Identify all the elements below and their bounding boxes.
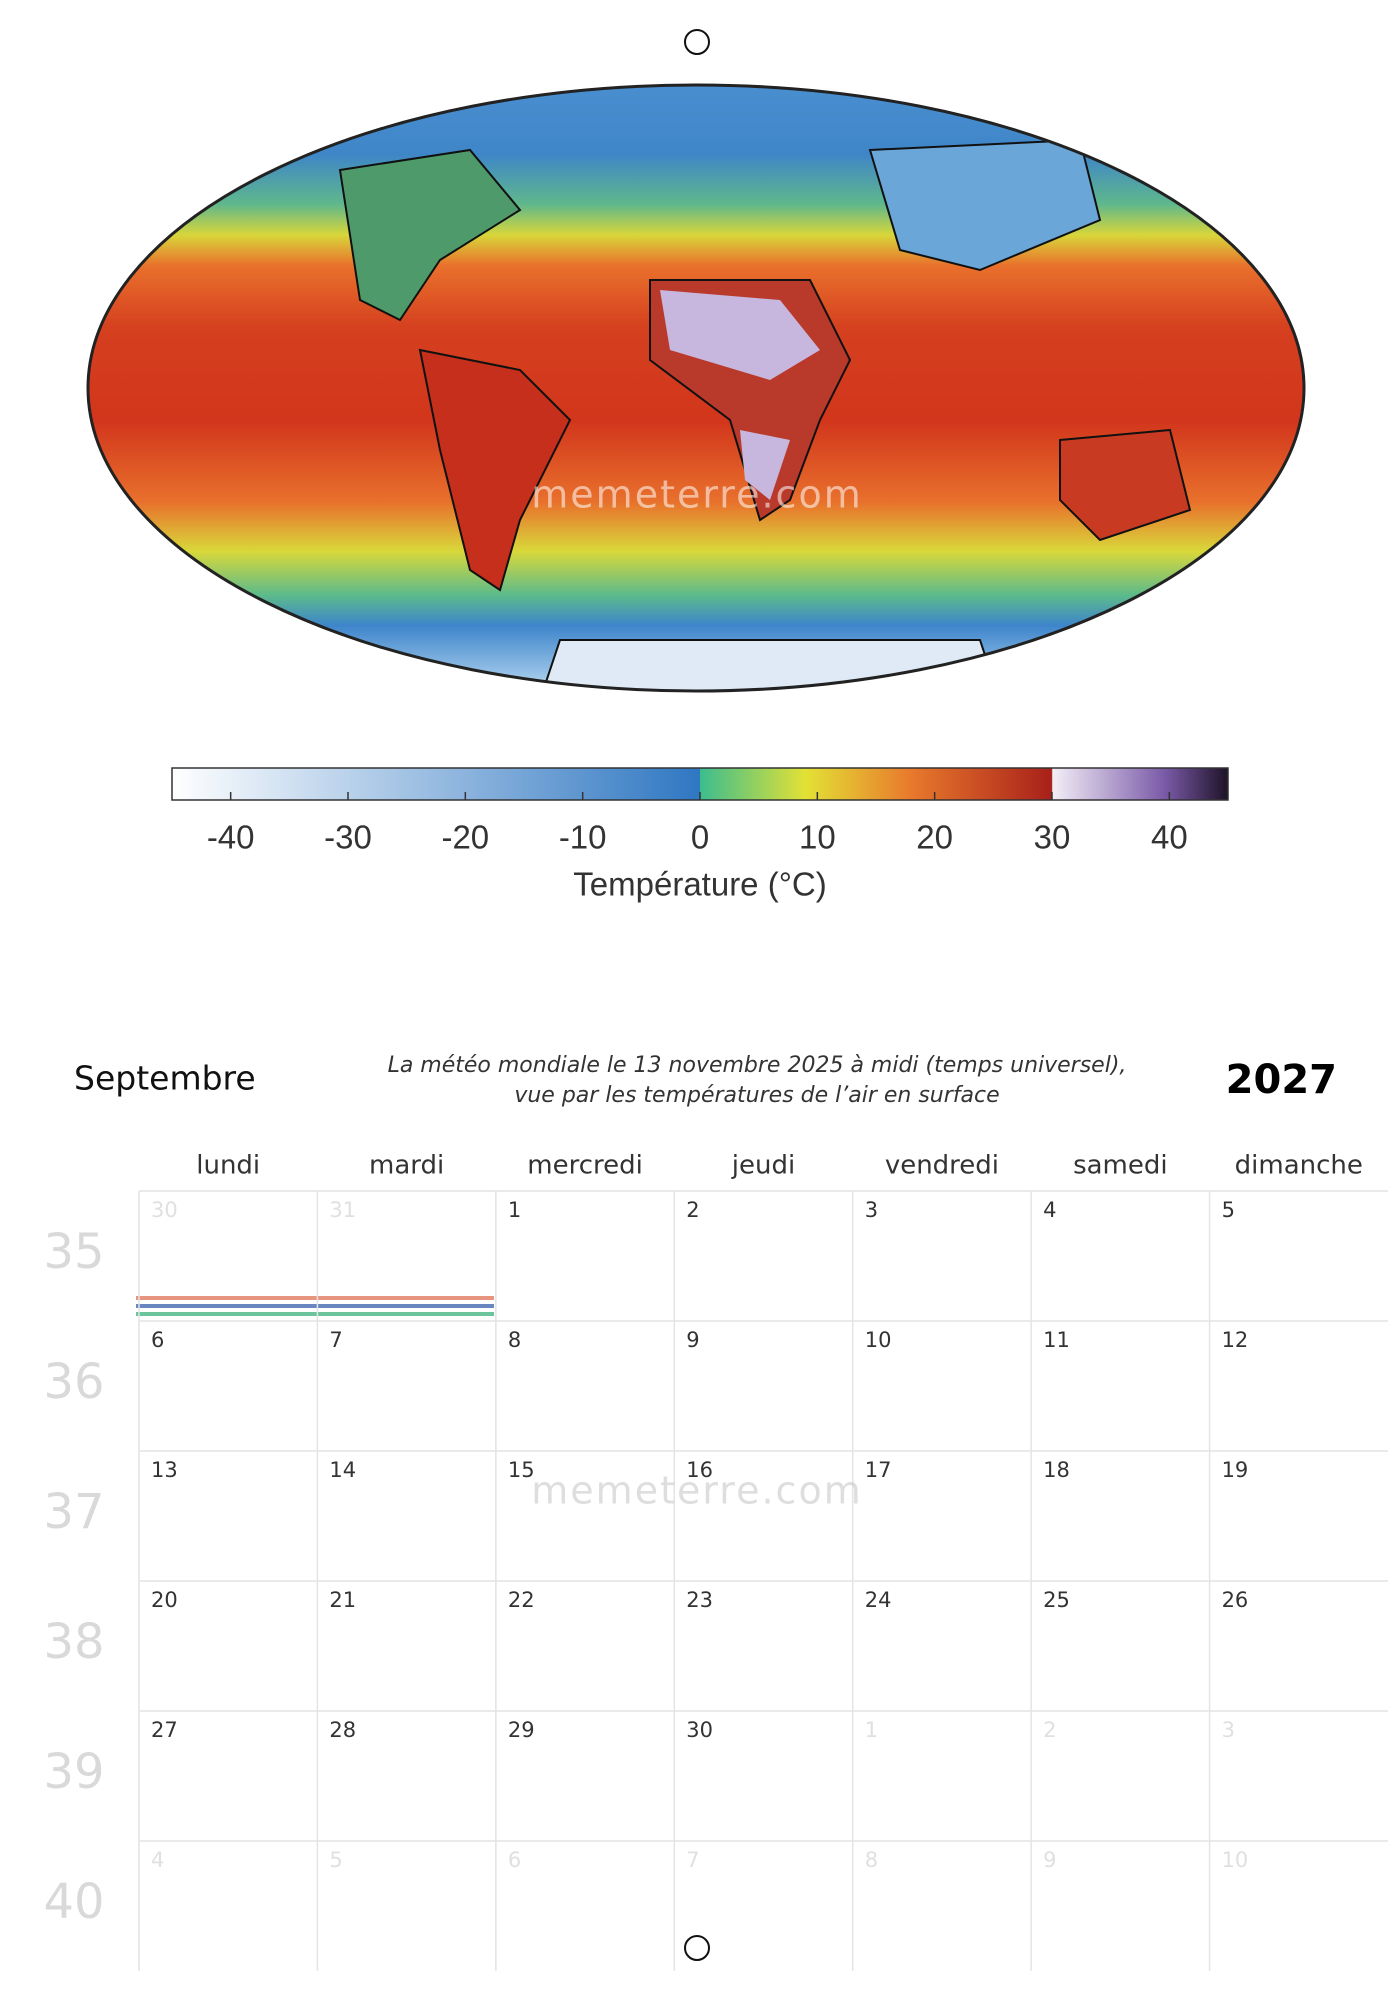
week-number: 36	[43, 1354, 104, 1410]
day-number: 2	[686, 1198, 699, 1222]
day-number: 14	[329, 1458, 356, 1482]
day-number: 10	[865, 1328, 892, 1352]
week-highlight	[136, 1296, 494, 1316]
colorbar-tick-label: 20	[916, 819, 953, 856]
caption-line: vue par les températures de l’air en sur…	[514, 1083, 999, 1108]
day-number: 16	[686, 1458, 713, 1482]
day-number: 2	[1043, 1718, 1056, 1742]
day-number: 4	[151, 1848, 164, 1872]
day-number: 25	[1043, 1588, 1070, 1612]
day-number: 10	[1222, 1848, 1249, 1872]
day-number: 8	[508, 1328, 521, 1352]
colorbar-tick-label: -40	[207, 819, 255, 856]
day-number: 27	[151, 1718, 178, 1742]
day-number: 7	[329, 1328, 342, 1352]
day-number: 8	[865, 1848, 878, 1872]
day-number: 30	[686, 1718, 713, 1742]
day-number: 5	[329, 1848, 342, 1872]
day-number: 7	[686, 1848, 699, 1872]
watermark: memeterre.com	[531, 1469, 862, 1513]
watermark: memeterre.com	[531, 473, 862, 517]
day-number: 13	[151, 1458, 178, 1482]
day-number: 3	[1222, 1718, 1235, 1742]
weekday: dimanche	[1235, 1151, 1363, 1181]
weekday: jeudi	[731, 1151, 795, 1181]
week-number: 38	[43, 1614, 104, 1670]
binding-hole	[684, 1935, 710, 1961]
week-number: 37	[43, 1484, 104, 1540]
day-number: 6	[151, 1328, 164, 1352]
day-number: 12	[1222, 1328, 1249, 1352]
week-number: 35	[43, 1224, 104, 1280]
colorbar-tick-label: 0	[691, 819, 709, 856]
day-number: 28	[329, 1718, 356, 1742]
weekday: lundi	[196, 1151, 260, 1181]
day-number: 30	[151, 1198, 178, 1222]
day-number: 9	[1043, 1848, 1056, 1872]
day-number: 1	[865, 1718, 878, 1742]
day-number: 3	[865, 1198, 878, 1222]
colorbar-tick-label: -20	[441, 819, 489, 856]
day-number: 17	[865, 1458, 892, 1482]
day-number: 26	[1222, 1588, 1249, 1612]
year: 2027	[1226, 1057, 1337, 1103]
day-number: 1	[508, 1198, 521, 1222]
day-number: 31	[329, 1198, 356, 1222]
week-number: 39	[43, 1744, 104, 1800]
colorbar-tick-label: 10	[799, 819, 836, 856]
day-number: 11	[1043, 1328, 1070, 1352]
weekday: vendredi	[885, 1151, 999, 1181]
day-number: 22	[508, 1588, 535, 1612]
caption-line: La météo mondiale le 13 novembre 2025 à …	[388, 1053, 1127, 1078]
day-number: 9	[686, 1328, 699, 1352]
day-number: 19	[1222, 1458, 1249, 1482]
colorbar-tick-label: 40	[1151, 819, 1188, 856]
weekday: mercredi	[527, 1151, 643, 1181]
binding-hole	[684, 29, 710, 55]
weekday: samedi	[1073, 1151, 1168, 1181]
colorbar-tick-label: -30	[324, 819, 372, 856]
colorbar-label: Température (°C)	[573, 866, 826, 903]
day-number: 23	[686, 1588, 713, 1612]
day-number: 5	[1222, 1198, 1235, 1222]
colorbar-tick-label: 30	[1034, 819, 1071, 856]
day-number: 20	[151, 1588, 178, 1612]
day-number: 21	[329, 1588, 356, 1612]
world-map	[88, 85, 1304, 691]
week-number: 40	[43, 1874, 104, 1930]
day-number: 24	[865, 1588, 892, 1612]
day-number: 18	[1043, 1458, 1070, 1482]
colorbar-tick-label: -10	[559, 819, 607, 856]
month: Septembre	[74, 1059, 256, 1098]
weekday: mardi	[369, 1151, 444, 1181]
day-number: 29	[508, 1718, 535, 1742]
day-number: 6	[508, 1848, 521, 1872]
day-number: 4	[1043, 1198, 1056, 1222]
map-outline	[86, 83, 1306, 693]
day-number: 15	[508, 1458, 535, 1482]
